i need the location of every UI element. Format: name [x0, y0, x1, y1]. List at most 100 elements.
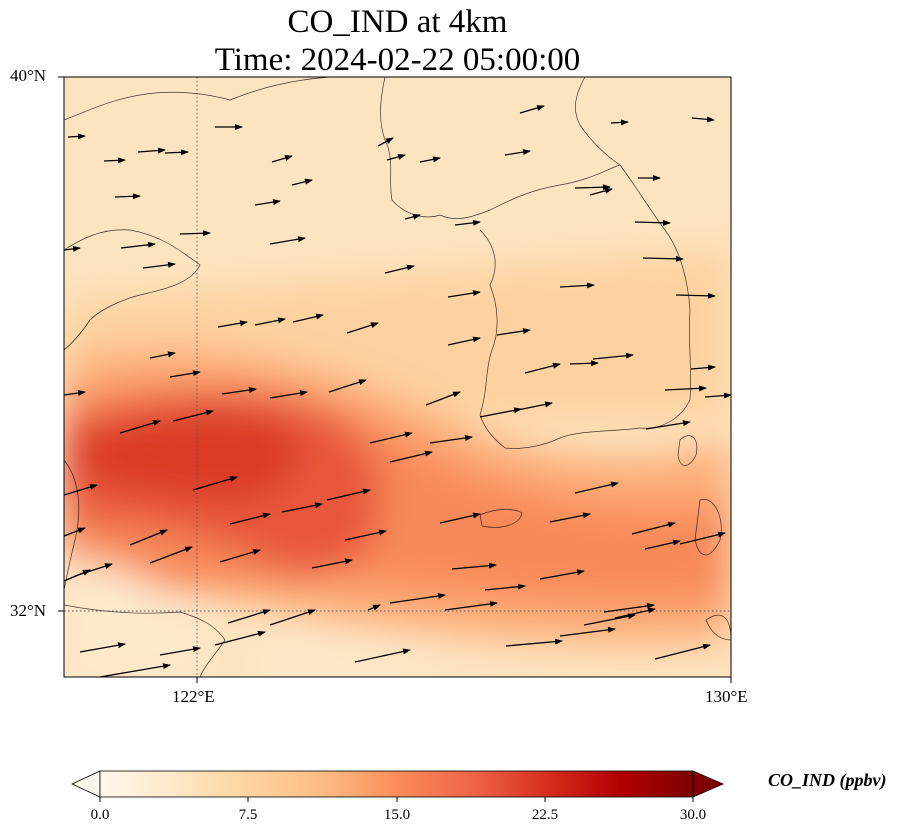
wind-arrow	[524, 362, 561, 374]
wind-arrow	[444, 600, 498, 611]
wind-arrow	[326, 488, 371, 501]
wind-arrow	[549, 512, 591, 523]
wind-arrow	[389, 593, 446, 604]
wind-arrow	[64, 484, 98, 496]
wind-arrow	[291, 178, 313, 186]
colorbar-tick-label: 0.0	[90, 807, 110, 823]
colorbar-extend-max	[692, 770, 725, 798]
lat-tick-label-40: 40°N	[10, 66, 47, 85]
colorbar-tick-label: 22.5	[531, 807, 559, 823]
wind-arrow	[377, 137, 394, 147]
wind-arrow	[346, 322, 379, 334]
colorbar-extend-min	[71, 770, 101, 798]
wind-arrow	[281, 502, 323, 513]
wind-arrow	[64, 527, 86, 537]
figure-title: CO_IND at 4km	[287, 4, 508, 40]
wind-arrow	[404, 213, 421, 220]
wind-arrow	[217, 320, 248, 328]
lon-tick-label-130: 130°E	[705, 687, 748, 706]
wind-arrow	[386, 153, 406, 161]
wind-arrow	[704, 392, 731, 399]
wind-arrow	[691, 116, 715, 123]
wind-arrow	[292, 313, 324, 323]
wind-arrow	[254, 317, 286, 326]
wind-arrow	[221, 387, 257, 395]
wind-arrow	[439, 512, 481, 524]
wind-arrow	[129, 529, 168, 546]
wind-arrow	[569, 360, 599, 367]
colorbar-tick-label: 30.0	[679, 807, 707, 823]
wind-arrow	[654, 643, 711, 660]
wind-arrow	[369, 431, 413, 444]
map-frame	[63, 76, 732, 678]
wind-arrow	[559, 626, 616, 637]
wind-arrow	[114, 193, 141, 200]
wind-arrow	[454, 219, 481, 226]
wind-arrow	[644, 539, 681, 550]
wind-arrow	[690, 364, 716, 371]
wind-arrow	[583, 613, 636, 626]
wind-arrow	[634, 219, 671, 226]
wind-arrow	[610, 119, 629, 126]
wind-arrow	[269, 236, 306, 245]
wind-vectors	[64, 105, 731, 677]
axis-ticks	[58, 76, 732, 683]
wind-arrow	[74, 563, 113, 577]
wind-arrow	[425, 391, 461, 406]
wind-arrow	[614, 607, 656, 619]
wind-arrow	[169, 370, 201, 378]
wind-arrow	[484, 583, 526, 591]
wind-arrow	[67, 133, 86, 140]
wind-arrow	[119, 420, 161, 434]
lat-tick-label-32: 32°N	[10, 601, 47, 620]
wind-arrow	[429, 435, 473, 444]
wind-arrow	[219, 549, 261, 563]
wind-arrow	[229, 512, 271, 525]
wind-arrow	[149, 351, 176, 359]
colorbar-title: CO_IND (ppbv)	[768, 770, 887, 790]
gridlines	[64, 77, 731, 677]
wind-arrow	[137, 147, 166, 154]
figure-subtitle-time: Time: 2024-02-22 05:00:00	[214, 42, 581, 78]
wind-arrow	[447, 336, 481, 346]
wind-arrow	[120, 241, 156, 249]
wind-arrow	[574, 184, 611, 191]
wind-arrow	[419, 156, 441, 163]
wind-arrow	[164, 149, 189, 156]
wind-arrow	[172, 409, 214, 422]
wind-arrow	[384, 264, 415, 274]
wind-arrow	[159, 646, 201, 656]
wind-arrow	[354, 648, 411, 663]
colorbar-tick-label: 15.0	[383, 807, 411, 823]
wind-arrow	[269, 609, 316, 626]
colorbar	[71, 770, 725, 802]
wind-arrow	[389, 450, 433, 463]
wind-arrow	[592, 352, 634, 360]
wind-arrow	[559, 282, 595, 289]
wind-arrow	[519, 105, 545, 114]
colorbar-body	[99, 770, 694, 798]
wind-arrow	[589, 187, 613, 196]
wind-arrow	[214, 630, 266, 646]
wind-arrow	[64, 245, 81, 252]
wind-arrow	[447, 290, 481, 298]
wind-arrow	[271, 155, 293, 163]
wind-arrow	[645, 420, 691, 430]
wind-arrow	[496, 328, 531, 336]
wind-arrow	[142, 261, 176, 269]
wind-arrow	[192, 476, 238, 491]
wind-arrow	[451, 562, 497, 570]
wind-arrow	[664, 385, 707, 392]
wind-arrow	[103, 157, 126, 164]
wind-arrow	[631, 521, 676, 535]
wind-arrow	[574, 481, 619, 494]
wind-arrow	[679, 531, 726, 545]
wind-arrow	[504, 149, 531, 156]
wind-arrow	[328, 379, 367, 393]
colorbar-tick-label: 7.5	[238, 807, 258, 823]
wind-arrow	[367, 604, 381, 611]
concentration-field	[64, 77, 731, 677]
wind-arrow	[603, 602, 655, 613]
lon-tick-label-122: 122°E	[172, 687, 215, 706]
